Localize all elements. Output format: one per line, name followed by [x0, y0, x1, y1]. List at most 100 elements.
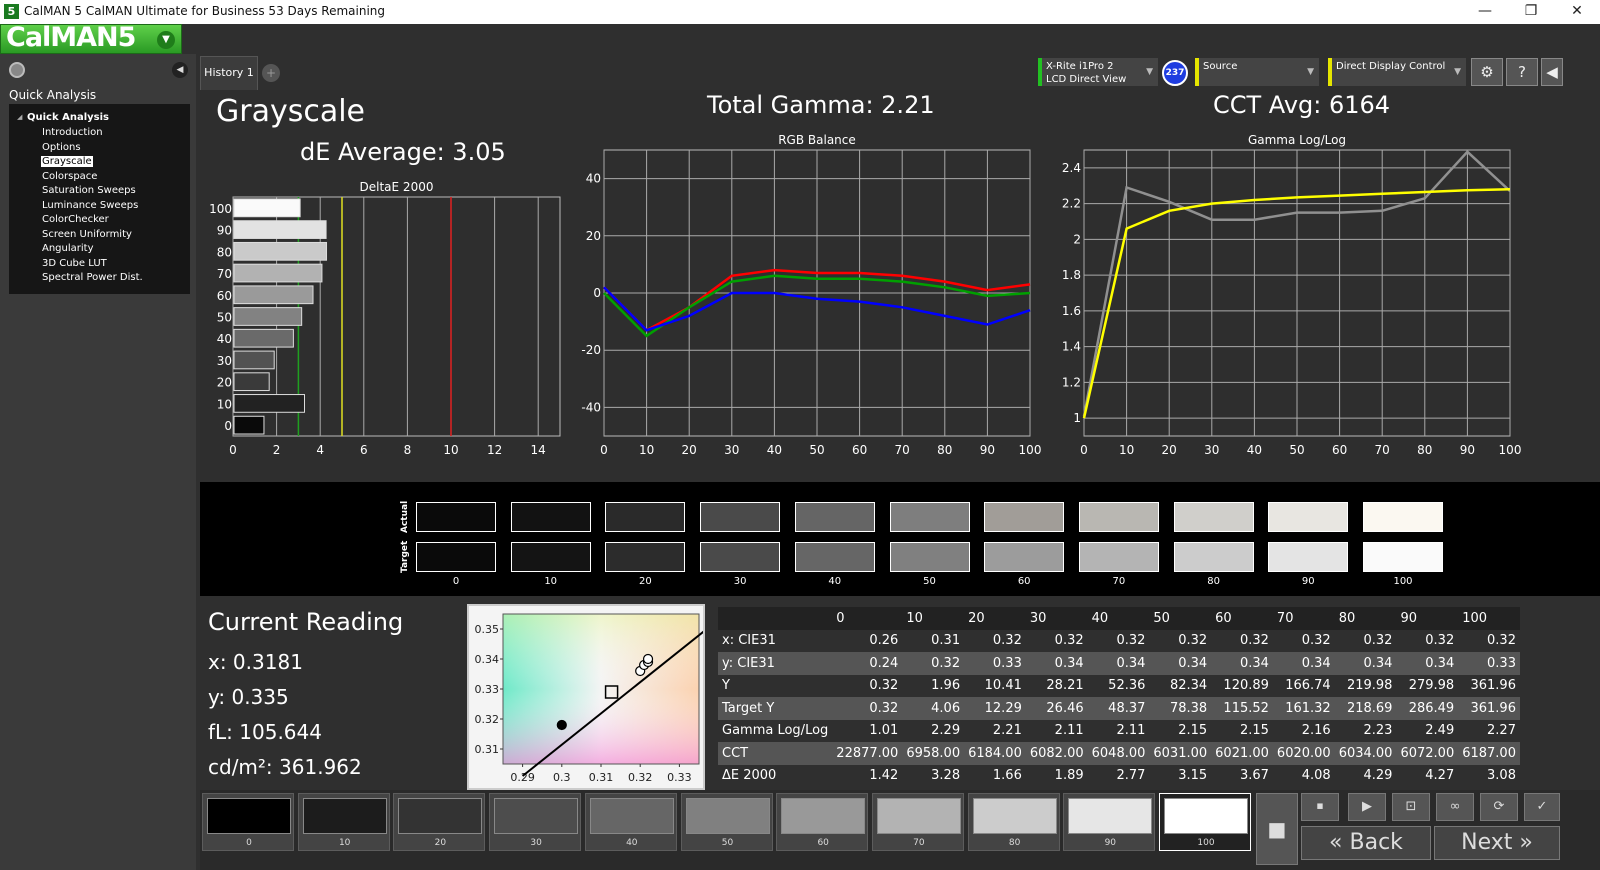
- patch-button[interactable]: 0: [202, 793, 294, 851]
- target-swatch: [510, 542, 591, 572]
- table-cell: 3.15: [1178, 768, 1208, 784]
- chevron-down-icon: ▼: [1454, 67, 1461, 77]
- record-button[interactable]: ■: [1256, 793, 1298, 865]
- patch-button[interactable]: 100: [1159, 793, 1251, 851]
- table-cell: 0.32: [1116, 633, 1146, 649]
- fit-icon[interactable]: ⊡: [1392, 793, 1430, 821]
- tree-item[interactable]: Angularity: [42, 243, 94, 254]
- measured-point: [642, 653, 654, 665]
- target-swatch: [1078, 542, 1159, 572]
- collapse-right-icon[interactable]: ◀: [1541, 58, 1563, 86]
- y-tick-label: 2.4: [1062, 161, 1081, 175]
- minimize-button[interactable]: —: [1478, 3, 1492, 19]
- table-cell: 120.89: [1223, 678, 1269, 694]
- patch-button[interactable]: 10: [297, 793, 390, 851]
- tree-item[interactable]: Grayscale: [41, 156, 93, 167]
- series-line: [603, 268, 1031, 332]
- patch-button[interactable]: 40: [584, 793, 677, 851]
- table-cell: 1.42: [869, 768, 899, 784]
- patch-label: 70: [913, 838, 925, 848]
- x-tick-label: 90: [980, 443, 995, 457]
- x-tick-label: 90: [1460, 443, 1475, 457]
- column-header: 100: [1458, 607, 1520, 630]
- y-tick-label: 1.4: [1062, 340, 1081, 354]
- cie-chromaticity-chart: 0.29 0.3 0.31 0.32 0.33 0.35 0.34 0.33 0.32 0.31: [475, 613, 708, 784]
- patch-button[interactable]: 60: [776, 793, 869, 851]
- table-cell: 2.23: [1363, 723, 1393, 739]
- collapse-panel-icon[interactable]: ◀: [172, 62, 188, 78]
- tree-item[interactable]: Saturation Sweeps: [42, 185, 136, 196]
- source-selector[interactable]: Source ▼: [1195, 58, 1319, 86]
- tree-root[interactable]: Quick Analysis: [27, 112, 109, 123]
- patch-button[interactable]: 90: [1063, 793, 1156, 851]
- patch-button[interactable]: 20: [393, 793, 486, 851]
- measurement-table: 0 10 20 30 40 50 60 70 80 90 100 x: CIE31 0.26 0.31 0.…: [718, 607, 1520, 787]
- loop-icon[interactable]: ∞: [1436, 793, 1474, 821]
- row-label: Y: [722, 678, 730, 694]
- table-row: y: CIE31 0.24 0.32 0.33 0.34 0.34 0.34 0.34 0.34…: [718, 652, 1520, 675]
- swatch-level-label: 80: [1207, 576, 1220, 587]
- patch-button[interactable]: 50: [680, 793, 773, 851]
- x-tick-label: 80: [937, 443, 952, 457]
- check-icon[interactable]: ✓: [1524, 793, 1560, 821]
- table-corner: [718, 607, 833, 630]
- back-button[interactable]: « Back: [1301, 826, 1431, 860]
- patch-button[interactable]: 70: [871, 793, 964, 851]
- tree-item[interactable]: ColorChecker: [42, 214, 109, 225]
- table-cell: 0.32: [992, 633, 1022, 649]
- tree-item[interactable]: Screen Uniformity: [42, 228, 132, 240]
- deltae-bar: [233, 220, 327, 239]
- maximize-button[interactable]: ❐: [1524, 3, 1538, 19]
- table-cell: 2.49: [1425, 723, 1455, 739]
- source-label: Source: [1203, 61, 1238, 72]
- stop-icon[interactable]: ⏹: [1301, 793, 1339, 821]
- play-icon[interactable]: ▶: [1348, 793, 1386, 821]
- tree-item[interactable]: Options: [42, 141, 81, 153]
- deltae-bar: [233, 372, 270, 392]
- left-panel: ◀ Quick Analysis ◢ Quick Analysis Introd…: [0, 54, 196, 870]
- close-button[interactable]: ✕: [1571, 3, 1583, 19]
- tree-item[interactable]: 3D Cube LUT: [42, 257, 107, 269]
- tab-history[interactable]: History 1: [200, 56, 258, 90]
- reading-fl: fL: 105.644: [208, 720, 322, 744]
- tree-item[interactable]: Spectral Power Dist.: [42, 272, 143, 283]
- swatch-level-label: 60: [1017, 576, 1031, 587]
- next-button[interactable]: Next »: [1434, 826, 1560, 860]
- panel-option-icon[interactable]: [9, 62, 25, 78]
- patch-button[interactable]: 30: [489, 793, 582, 851]
- x-tick-label: 60: [852, 443, 867, 457]
- table-cell: 28.21: [1046, 678, 1084, 694]
- x-tick-label: 0.33: [667, 771, 692, 784]
- refresh-icon[interactable]: ⟳: [1480, 793, 1518, 821]
- x-tick-label: 2: [273, 443, 281, 457]
- category-label: 50: [217, 311, 232, 325]
- x-tick-label: 60: [1332, 443, 1347, 457]
- meter-selector[interactable]: X-Rite i1Pro 2 LCD Direct View ▼: [1038, 58, 1158, 86]
- display-selector[interactable]: Direct Display Control ▼: [1328, 58, 1466, 86]
- help-button[interactable]: ?: [1506, 58, 1538, 86]
- table-row: CCT 22877.00 6958.00 6184.00 6082.00 6048.00 6…: [718, 742, 1520, 765]
- device-badge[interactable]: 237: [1162, 60, 1188, 86]
- settings-gear-icon[interactable]: ⚙: [1471, 58, 1503, 86]
- patch-swatch: [398, 798, 483, 834]
- x-tick-label: 100: [1499, 443, 1522, 457]
- column-header: 40: [1087, 607, 1150, 630]
- series-line: [1082, 150, 1511, 417]
- tree-item[interactable]: Introduction: [42, 127, 103, 138]
- add-tab-button[interactable]: +: [262, 64, 280, 82]
- tree-item[interactable]: Colorspace: [42, 170, 98, 182]
- x-tick-label: 0.3: [553, 771, 571, 784]
- patch-button[interactable]: 80: [967, 793, 1060, 851]
- table-cell: 0.32: [832, 697, 903, 720]
- y-tick-label: 1.6: [1062, 304, 1081, 318]
- reading-y: y: 0.335: [208, 685, 289, 709]
- target-swatch: [889, 542, 970, 572]
- table-cell: 26.46: [1025, 697, 1088, 720]
- tree-expand-icon[interactable]: ◢: [17, 113, 23, 121]
- current-reading-title: Current Reading: [208, 608, 404, 636]
- patch-label: 10: [338, 838, 351, 848]
- x-tick-label: 0: [1080, 443, 1088, 457]
- tree-item[interactable]: Luminance Sweeps: [42, 199, 139, 211]
- calman-logo-button[interactable]: CalMAN5 ▼: [0, 22, 182, 54]
- x-tick-label: 30: [1204, 443, 1219, 457]
